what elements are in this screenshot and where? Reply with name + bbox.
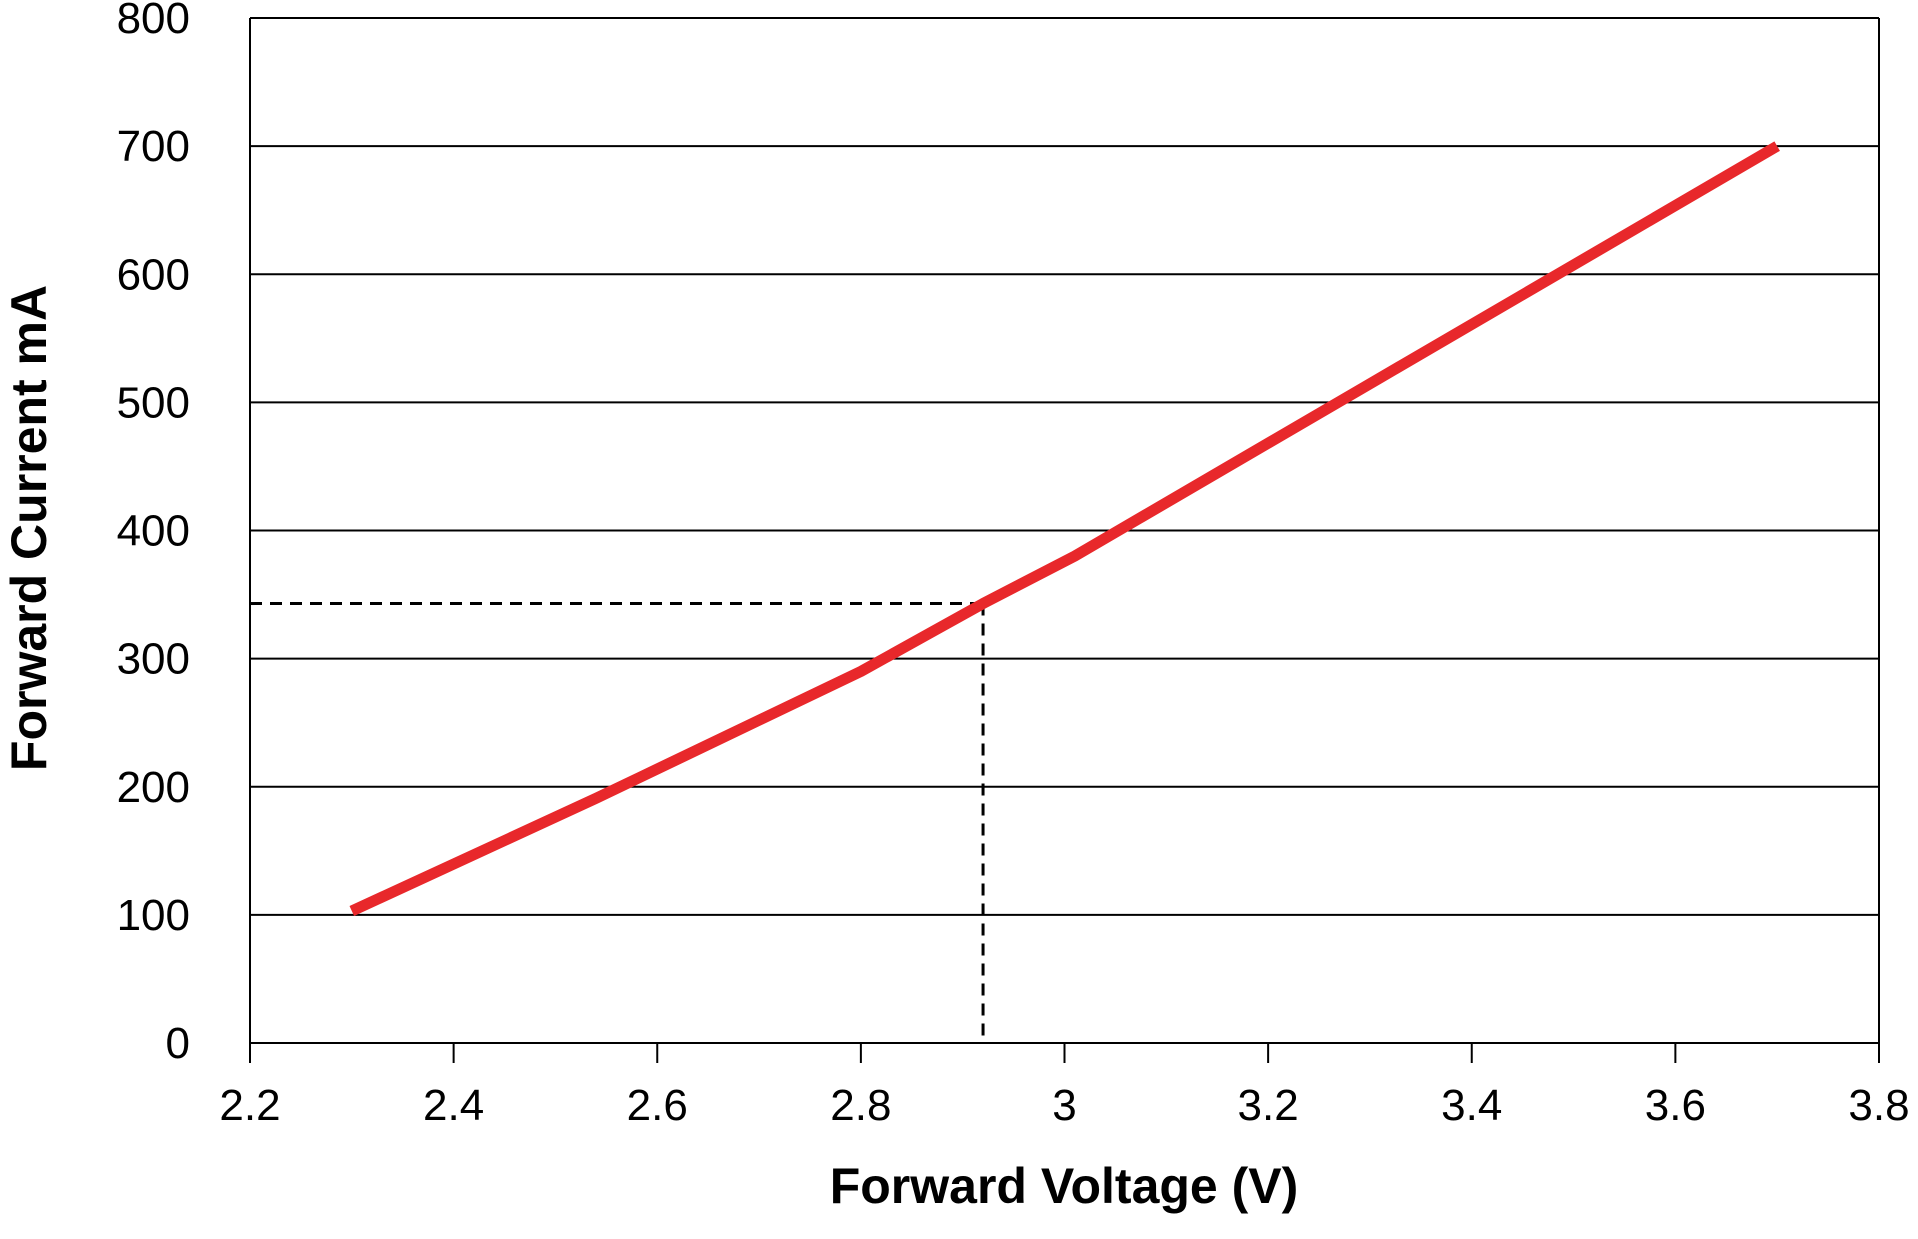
y-tick-label: 400 xyxy=(117,507,190,556)
x-axis-title: Forward Voltage (V) xyxy=(830,1158,1299,1214)
y-tick-label: 100 xyxy=(117,891,190,940)
y-tick-label: 0 xyxy=(166,1019,190,1068)
x-tick-label: 3 xyxy=(1052,1081,1076,1130)
x-tick-label: 3.2 xyxy=(1238,1081,1299,1130)
y-axis-title: Forward Current mA xyxy=(1,285,57,771)
y-tick-label: 500 xyxy=(117,378,190,427)
x-tick-label: 3.8 xyxy=(1848,1081,1909,1130)
x-tick-label: 2.8 xyxy=(830,1081,891,1130)
y-tick-label: 200 xyxy=(117,763,190,812)
y-tick-label: 700 xyxy=(117,122,190,171)
data-line xyxy=(349,141,1780,917)
y-tick-label: 600 xyxy=(117,250,190,299)
y-tick-label: 800 xyxy=(117,0,190,43)
x-tick-label: 2.6 xyxy=(627,1081,688,1130)
x-tick-label: 2.4 xyxy=(423,1081,484,1130)
x-tick-label: 3.4 xyxy=(1441,1081,1502,1130)
y-tick-label: 300 xyxy=(117,635,190,684)
x-tick-label: 2.2 xyxy=(219,1081,280,1130)
x-tick-label: 3.6 xyxy=(1645,1081,1706,1130)
